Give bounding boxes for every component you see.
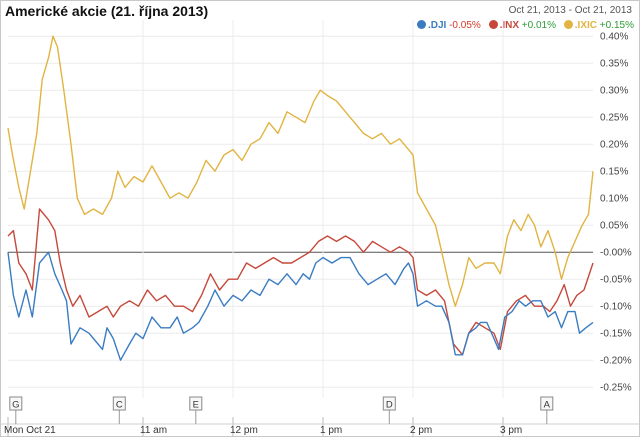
event-flag-letter: C — [116, 400, 123, 411]
y-tick-label: -0.00% — [600, 248, 632, 259]
y-tick-label: -0.20% — [600, 356, 632, 367]
x-tick-label: 2 pm — [410, 425, 432, 436]
event-flag-e — [189, 396, 203, 411]
legend-item-dji[interactable]: .DJI -0.05% — [416, 20, 481, 31]
x-tick-label: 12 pm — [230, 425, 258, 436]
y-tick-label: 0.20% — [600, 140, 628, 151]
event-flag-letter: A — [544, 400, 551, 411]
legend-change-dji: -0.05% — [449, 20, 481, 31]
legend-symbol-ixic: .IXIC — [574, 20, 598, 31]
y-tick-label: 0.35% — [600, 59, 628, 70]
legend-item-ixic[interactable]: .IXIC +0.15% — [563, 20, 634, 31]
y-tick-label: 0.30% — [600, 86, 628, 97]
series-line-dji — [7, 251, 594, 361]
series-line-ixic — [7, 35, 594, 307]
date-range: Oct 21, 2013 - Oct 21, 2013 — [508, 5, 632, 16]
y-tick-label: 0.40% — [600, 32, 628, 43]
event-flag-letter: E — [193, 400, 199, 411]
series-line-inx — [7, 208, 594, 356]
y-tick-label: 0.15% — [600, 167, 628, 178]
y-tick-label: 0.05% — [600, 221, 628, 232]
legend-change-inx: +0.01% — [521, 20, 556, 31]
legend-symbol-inx: .INX — [499, 20, 520, 31]
event-flag-letter: G — [12, 400, 19, 411]
y-tick-label: -0.10% — [600, 302, 632, 313]
chart-title: Americké akcie (21. října 2013) — [5, 3, 209, 19]
legend-item-inx[interactable]: .INX +0.01% — [488, 20, 556, 31]
y-tick-label: -0.25% — [600, 383, 632, 394]
legend: .DJI -0.05% .INX +0.01% .IXIC +0.15% — [412, 20, 634, 31]
legend-dot-ixic — [563, 20, 573, 29]
x-tick-label: 11 am — [140, 425, 167, 436]
x-tick-label: 3 pm — [500, 425, 522, 436]
y-tick-label: -0.15% — [600, 329, 632, 340]
legend-dot-inx — [488, 20, 498, 29]
event-flag-g — [9, 396, 23, 411]
event-flag-c — [112, 396, 126, 411]
legend-change-ixic: +0.15% — [599, 20, 634, 31]
event-flag-d — [382, 396, 396, 411]
y-tick-label: 0.10% — [600, 194, 628, 205]
legend-dot-dji — [416, 20, 426, 29]
x-tick-label: 1 pm — [320, 425, 342, 436]
y-tick-label: -0.05% — [600, 275, 632, 286]
legend-symbol-dji: .DJI — [427, 20, 447, 31]
x-tick-label: Mon Oct 21 — [4, 425, 56, 436]
event-flag-letter: D — [386, 400, 393, 411]
event-flag-a — [540, 396, 554, 411]
y-tick-label: 0.25% — [600, 113, 628, 124]
